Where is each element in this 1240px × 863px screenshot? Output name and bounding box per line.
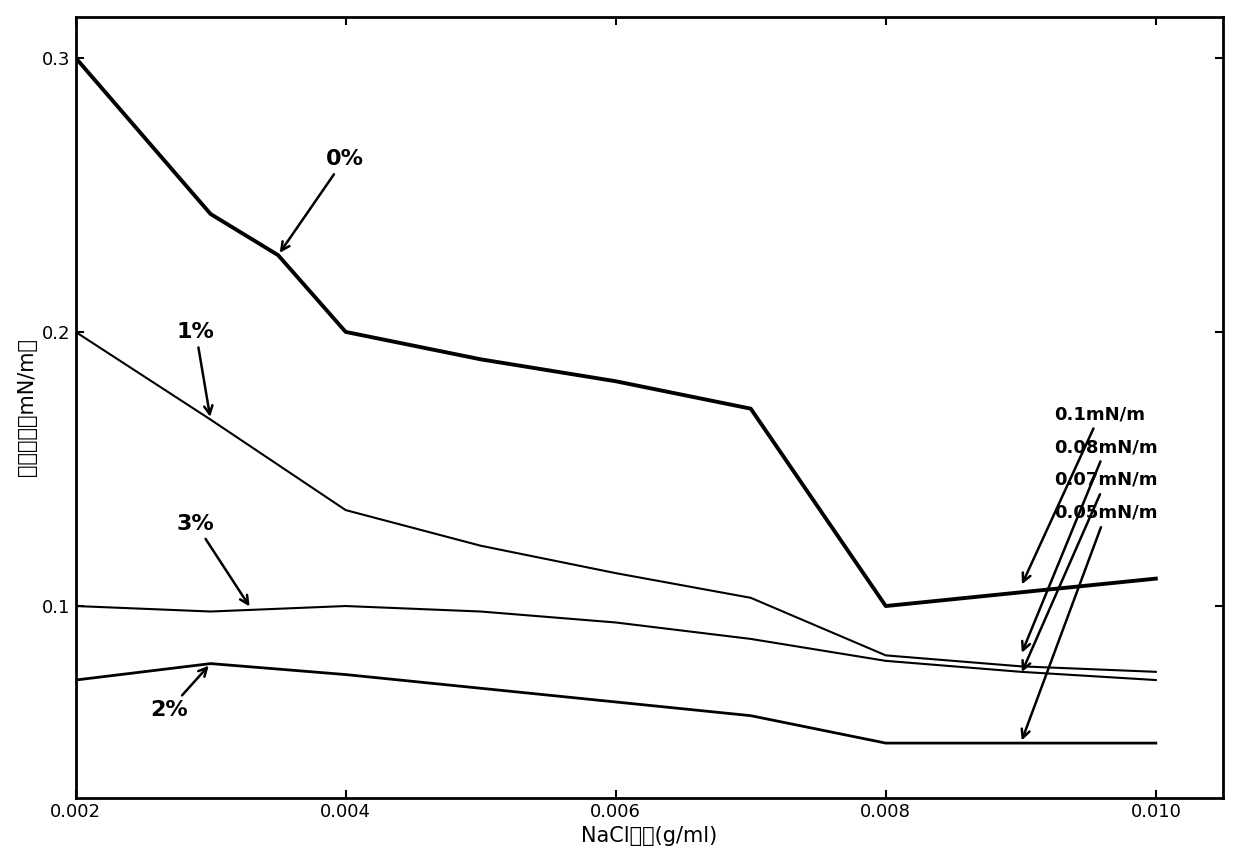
Text: 3%: 3% [177, 513, 248, 604]
X-axis label: NaCl浓度(g/ml): NaCl浓度(g/ml) [582, 827, 718, 847]
Text: 0.08mN/m: 0.08mN/m [1022, 438, 1158, 650]
Text: 0%: 0% [281, 149, 363, 250]
Text: 2%: 2% [150, 668, 207, 721]
Text: 1%: 1% [177, 322, 215, 414]
Text: 0.1mN/m: 0.1mN/m [1023, 405, 1146, 582]
Y-axis label: 界面张力（mN/m）: 界面张力（mN/m） [16, 338, 37, 476]
Text: 0.07mN/m: 0.07mN/m [1023, 471, 1158, 670]
Text: 0.05mN/m: 0.05mN/m [1022, 504, 1158, 738]
